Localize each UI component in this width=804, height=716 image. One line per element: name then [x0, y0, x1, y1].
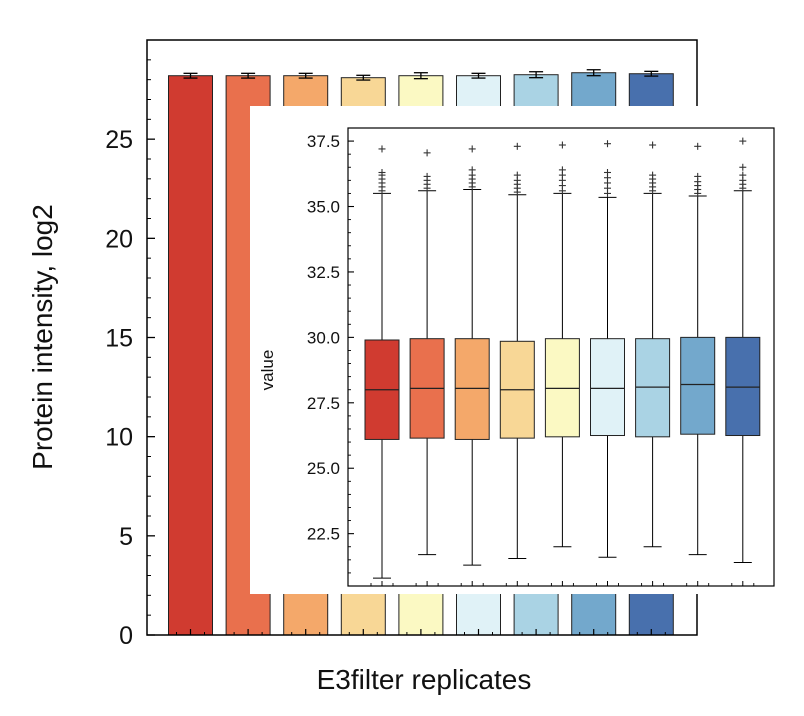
- box-5: [544, 338, 580, 438]
- main-y-axis-label: Protein intensity, log2: [27, 204, 58, 470]
- inset-y-tick-label: 22.5: [307, 525, 340, 544]
- y-tick-label: 15: [105, 325, 133, 353]
- y-tick-label: 0: [119, 622, 133, 650]
- inset-y-tick-label: 35.0: [307, 198, 340, 217]
- inset-x-axis: [370, 581, 755, 586]
- main-x-axis-label: E3filter replicates: [317, 664, 532, 695]
- inset-y-tick-label: 27.5: [307, 394, 340, 413]
- bar-1: [168, 75, 213, 636]
- main-y-axis: 0 5 10 15 20 25: [105, 59, 155, 650]
- y-tick-label: 20: [105, 225, 133, 253]
- inset-y-tick-label: 32.5: [307, 263, 340, 282]
- inset-box-plot: 22.5 25.0 27.5 30.0 32.5 35.0 37.5 value: [250, 106, 775, 594]
- y-tick-label: 25: [105, 126, 133, 154]
- box-9: [725, 336, 761, 437]
- inset-y-axis-label: value: [258, 350, 277, 391]
- inset-plot-frame: [347, 127, 775, 587]
- y-tick-label: 5: [119, 523, 133, 551]
- inset-y-tick-label: 30.0: [307, 328, 340, 347]
- main-x-axis: [176, 629, 666, 635]
- main-error-bars-group: [183, 69, 659, 81]
- inset-boxes-group: [364, 137, 761, 579]
- box-6: [590, 338, 625, 437]
- y-tick-label: 10: [105, 424, 133, 452]
- inset-y-axis: 22.5 25.0 27.5 30.0 32.5 35.0 37.5: [307, 132, 354, 574]
- inset-y-tick-label: 37.5: [307, 132, 340, 151]
- box-3: [454, 338, 490, 440]
- inset-y-tick-label: 25.0: [307, 459, 340, 478]
- box-8: [680, 336, 716, 435]
- box-7: [635, 338, 671, 438]
